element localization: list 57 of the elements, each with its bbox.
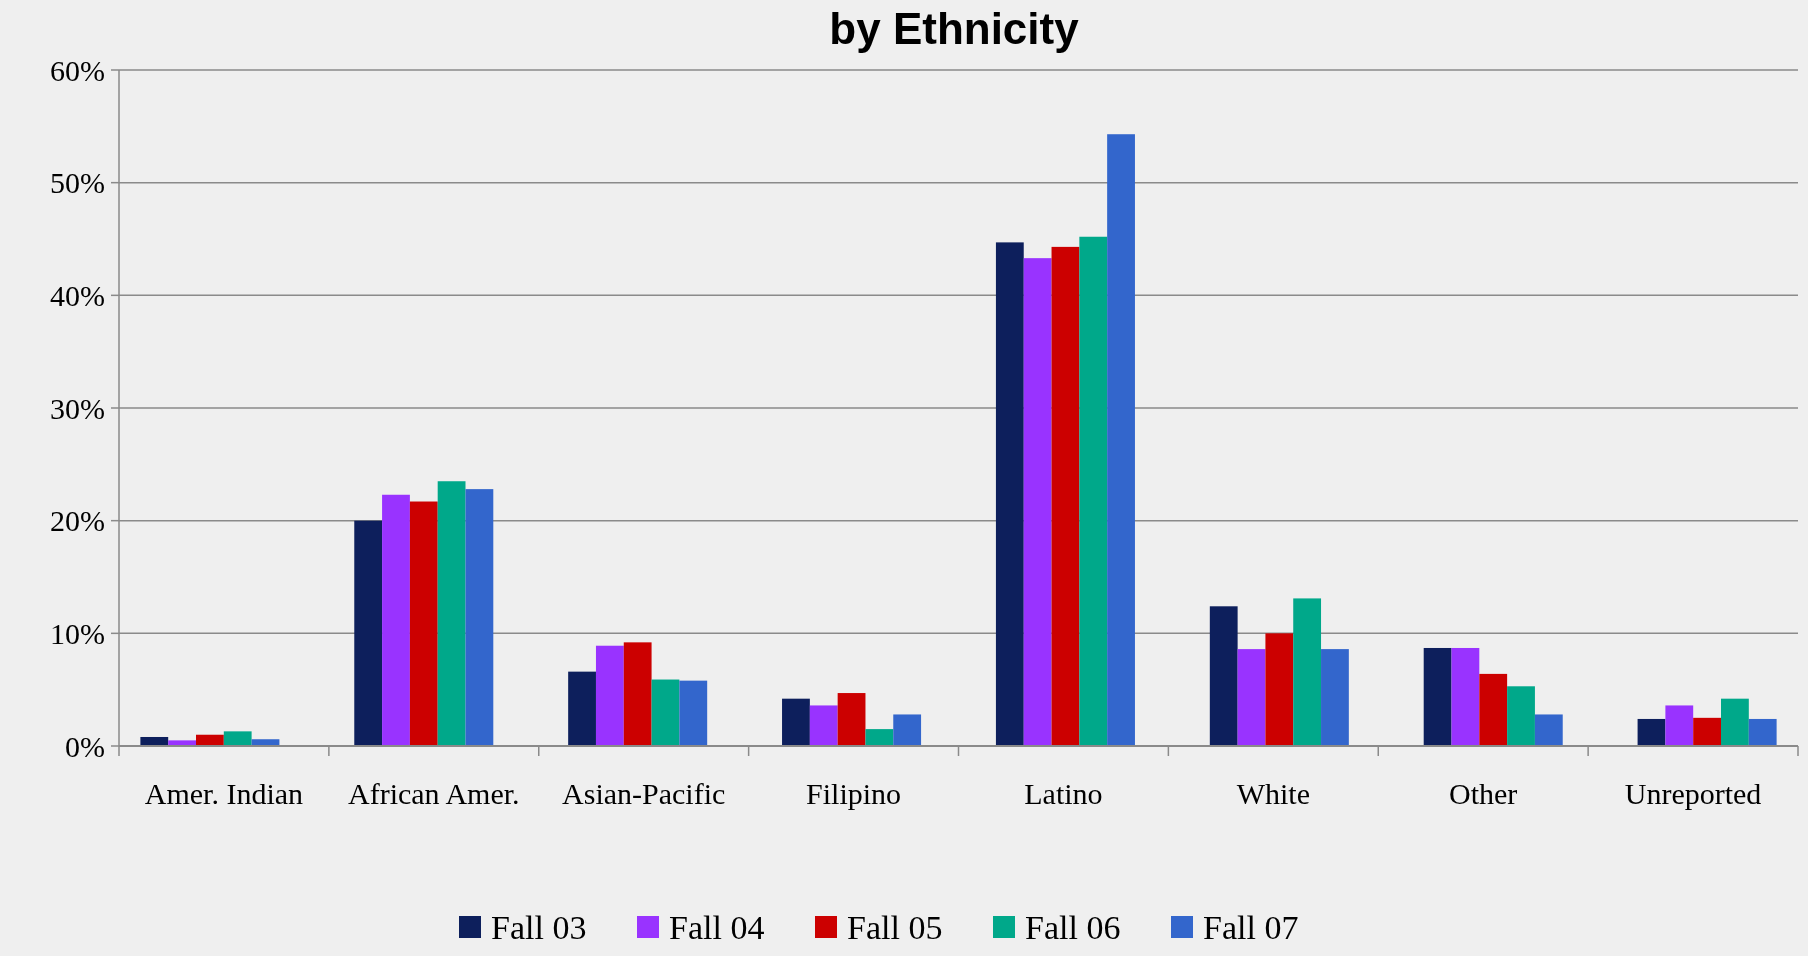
- legend-label: Fall 05: [847, 908, 943, 946]
- x-tick-label: Other: [1449, 777, 1518, 810]
- legend-label: Fall 06: [1025, 908, 1121, 946]
- x-tick-label: Unreported: [1624, 777, 1762, 810]
- bar: [893, 714, 922, 746]
- bar: [1451, 647, 1480, 746]
- legend-label: Fall 07: [1203, 908, 1299, 946]
- bar: [1023, 258, 1052, 746]
- bar: [382, 494, 410, 746]
- bar: [1079, 236, 1108, 746]
- bar: [1721, 698, 1749, 746]
- bar: [1209, 606, 1238, 746]
- bar: [1107, 134, 1135, 746]
- bar: [1748, 718, 1777, 746]
- bar: [595, 645, 624, 746]
- bar: [1293, 598, 1322, 746]
- bar: [865, 729, 894, 746]
- y-tick-label: 20%: [50, 504, 105, 538]
- y-tick-label: 0%: [65, 729, 105, 763]
- y-tick-label: 40%: [50, 278, 105, 312]
- bar: [679, 680, 708, 746]
- bar: [1507, 686, 1535, 746]
- y-tick-label: 60%: [50, 53, 105, 87]
- bar: [568, 671, 596, 746]
- x-tick-label: Amer. Indian: [144, 777, 304, 810]
- bar: [1637, 718, 1666, 746]
- chart-title: by Ethnicity: [829, 4, 1080, 53]
- bar: [223, 731, 252, 746]
- bar: [1321, 649, 1349, 746]
- bar: [1423, 647, 1452, 746]
- y-tick-label: 50%: [50, 166, 105, 200]
- bar: [1051, 246, 1080, 746]
- bar: [1479, 673, 1508, 746]
- bar: [782, 698, 810, 746]
- bar: [1693, 717, 1722, 746]
- bar: [651, 679, 680, 746]
- bar: [995, 242, 1024, 746]
- bar: [809, 705, 838, 746]
- y-tick-label: 30%: [50, 391, 105, 425]
- legend-label: Fall 03: [491, 908, 587, 946]
- bar: [1265, 633, 1294, 746]
- legend-label: Fall 04: [669, 908, 765, 946]
- bar: [409, 501, 438, 746]
- bar: [623, 642, 652, 746]
- x-tick-label: White: [1236, 777, 1310, 810]
- bar: [465, 489, 494, 746]
- bar: [837, 693, 866, 746]
- x-tick-label: African Amer.: [348, 777, 520, 810]
- x-tick-label: Filipino: [806, 777, 902, 810]
- x-tick-label: Latino: [1024, 777, 1103, 810]
- bar: [437, 481, 466, 746]
- bar: [1665, 705, 1694, 746]
- bar: [1534, 714, 1563, 746]
- x-tick-label: Asian-Pacific: [562, 777, 726, 810]
- y-tick-label: 10%: [50, 616, 105, 650]
- bar: [1237, 649, 1266, 746]
- bar: [354, 520, 383, 746]
